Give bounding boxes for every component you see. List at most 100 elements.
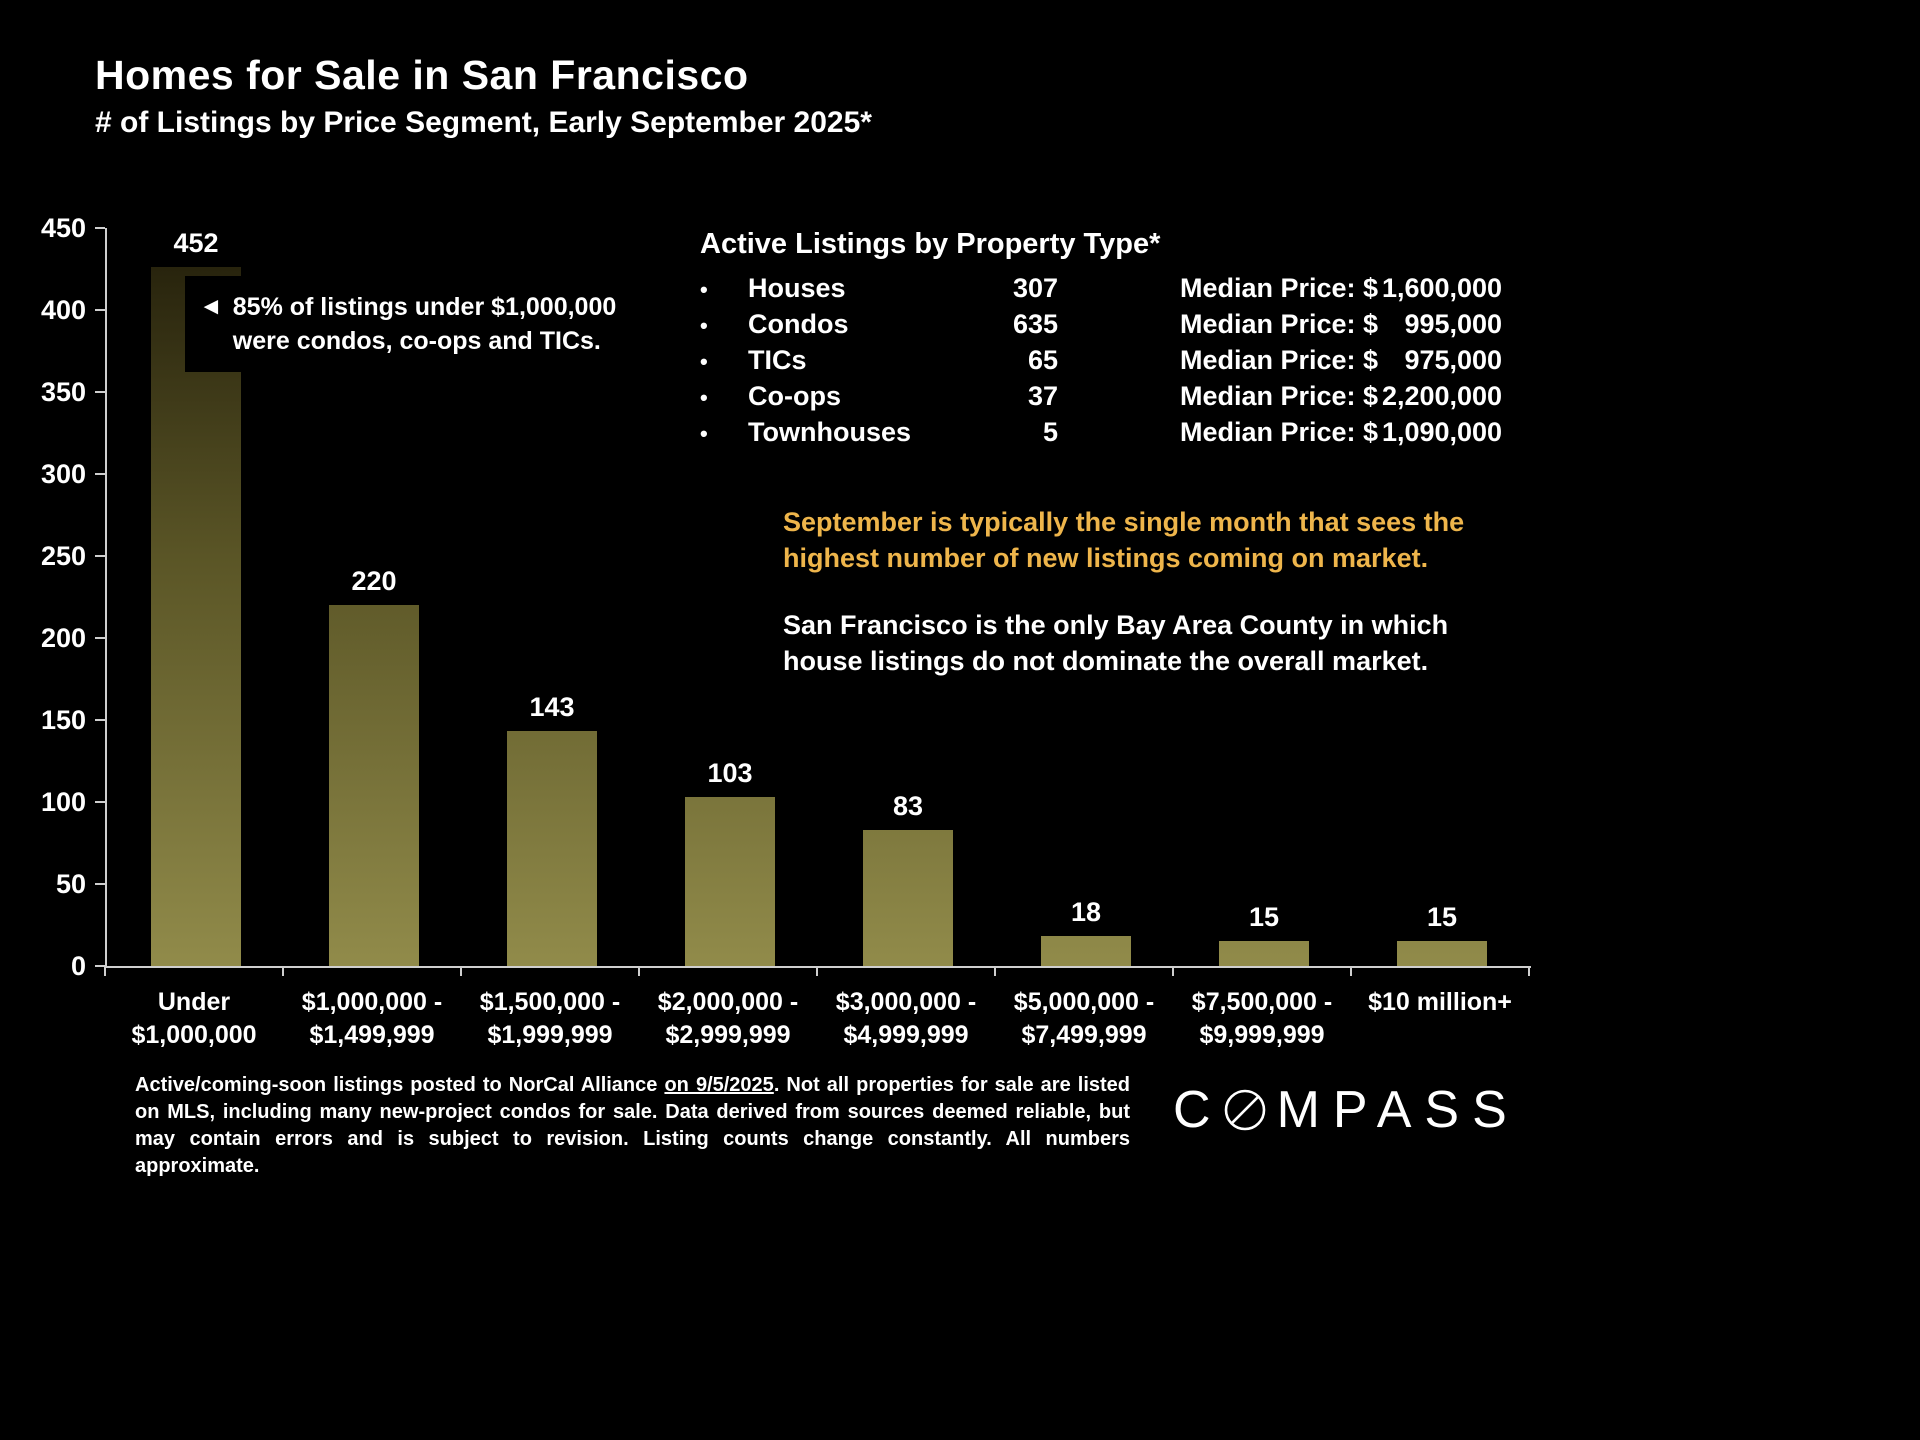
x-axis-label: $1,000,000 - $1,499,999: [301, 988, 443, 1049]
x-axis-tick: [1528, 966, 1530, 976]
logo-letter-c: C: [1173, 1081, 1224, 1139]
footer-disclaimer: Active/coming-soon listings posted to No…: [135, 1072, 1130, 1180]
bar-column: 15: [1175, 228, 1353, 966]
property-name: Townhouses: [748, 417, 912, 447]
y-axis-label: 100: [40, 787, 86, 817]
y-axis-label: 0: [70, 951, 86, 981]
property-row: • TICs 65 Median Price: $975,000: [700, 343, 1503, 379]
y-axis-tick: [95, 883, 105, 885]
annotation-line-1: 85% of listings under $1,000,000: [232, 293, 617, 321]
property-count: 65: [1027, 345, 1058, 375]
bar-value-label: 103: [707, 758, 753, 788]
x-axis-tick: [1350, 966, 1352, 976]
x-axis-tick: [460, 966, 462, 976]
property-name: Condos: [748, 309, 849, 339]
bar-value-label: 452: [173, 228, 219, 258]
bar-value-label: 15: [1248, 902, 1280, 932]
sf-note-line-2: house listings do not dominate the overa…: [783, 645, 1429, 676]
page-title: Homes for Sale in San Francisco: [95, 52, 749, 98]
y-axis-label: 200: [40, 623, 86, 653]
property-count: 307: [1012, 273, 1058, 303]
bullet-icon: •: [700, 313, 708, 338]
x-axis-tick: [816, 966, 818, 976]
x-axis-label: $3,000,000 - $4,999,999: [835, 988, 977, 1049]
property-median-amount: 995,000: [1404, 309, 1503, 339]
property-median-amount: 2,200,000: [1381, 381, 1503, 411]
y-axis-tick: [95, 473, 105, 475]
property-median-amount: 975,000: [1404, 345, 1503, 375]
september-note: September is typically the single month …: [783, 505, 1464, 577]
y-axis-label: 50: [55, 869, 86, 899]
x-axis-tick: [1172, 966, 1174, 976]
bar-column: 18: [997, 228, 1175, 966]
disclaimer-date: on 9/5/2025: [664, 1074, 774, 1096]
property-row: • Co-ops 37 Median Price: $2,200,000: [700, 379, 1503, 415]
september-note-line-2: highest number of new listings coming on…: [783, 542, 1429, 573]
bar: [329, 605, 419, 966]
bar-column: 83: [819, 228, 997, 966]
bar: [1219, 941, 1309, 966]
bar: [1041, 936, 1131, 966]
property-count: 37: [1027, 381, 1058, 411]
logo-letters-mpass: MPASS: [1276, 1081, 1520, 1139]
sf-note-line-1: San Francisco is the only Bay Area Count…: [783, 610, 1449, 640]
bar: [863, 830, 953, 966]
property-type-panel: Active Listings by Property Type* • House…: [700, 228, 1503, 451]
property-rows: • Houses 307 Median Price: $1,600,000 • Condo…: [700, 271, 1503, 451]
property-count: 635: [1012, 309, 1058, 339]
y-axis-label: 450: [40, 213, 86, 243]
property-median-price: Median Price: $1,090,000: [1180, 417, 1503, 447]
bar: [1397, 941, 1487, 966]
x-axis-label: $5,000,000 - $7,499,999: [1013, 988, 1155, 1049]
bar-value-label: 83: [892, 791, 924, 821]
x-axis-label: $2,000,000 - $2,999,999: [657, 988, 799, 1049]
bar-column: 452: [107, 228, 285, 966]
annotation-line-2: were condos, co-ops and TICs.: [232, 327, 601, 355]
property-name: Co-ops: [748, 381, 841, 411]
september-note-line-1: September is typically the single month …: [783, 507, 1465, 537]
y-axis-label: 150: [40, 705, 86, 735]
annotation-callout: ◄ 85% of listings under $1,000,000 were …: [185, 276, 635, 372]
property-median-price: Median Price: $2,200,000: [1180, 381, 1503, 411]
y-axis-label: 300: [40, 459, 86, 489]
bullet-icon: •: [700, 349, 708, 374]
x-axis-label: $7,500,000 - $9,999,999: [1191, 988, 1333, 1049]
bar: [685, 797, 775, 966]
x-axis-label: $10 million+: [1368, 988, 1512, 1016]
property-median-amount: 1,090,000: [1381, 417, 1503, 447]
y-axis-tick: [95, 391, 105, 393]
y-axis-tick: [95, 227, 105, 229]
x-axis-labels: Under $1,000,000 $1,000,000 - $1,499,999 $…: [105, 986, 1529, 1051]
y-axis-label: 250: [40, 541, 86, 571]
property-name: TICs: [748, 345, 807, 375]
property-row: • Houses 307 Median Price: $1,600,000: [700, 271, 1502, 307]
bullet-icon: •: [700, 385, 708, 410]
x-axis-tick: [994, 966, 996, 976]
y-axis-tick: [95, 637, 105, 639]
property-panel-title: Active Listings by Property Type*: [700, 228, 1161, 260]
y-axis-tick: [95, 555, 105, 557]
y-axis-label: 350: [40, 377, 86, 407]
y-axis-tick: [95, 965, 105, 967]
property-median-price: Median Price: $975,000: [1180, 345, 1503, 375]
bullet-icon: •: [700, 421, 708, 446]
y-axis-tick: [95, 719, 105, 721]
arrow-left-icon: ◄: [199, 293, 223, 320]
bar-column: 15: [1353, 228, 1531, 966]
property-median-price: Median Price: $995,000: [1180, 309, 1503, 339]
bar-column: 143: [463, 228, 641, 966]
page-subtitle: # of Listings by Price Segment, Early Se…: [95, 106, 872, 139]
bar-column: 220: [285, 228, 463, 966]
bar: [507, 731, 597, 966]
bar-value-label: 18: [1070, 897, 1102, 927]
disclaimer-text-post: . Not all properties for sale are listed…: [135, 1074, 1130, 1177]
annotation-text: 85% of listings under $1,000,000 were co…: [233, 290, 617, 358]
x-axis-label: Under $1,000,000: [131, 988, 257, 1049]
x-axis-tick: [104, 966, 106, 976]
sf-note: San Francisco is the only Bay Area Count…: [783, 608, 1448, 680]
compass-logo-o-icon: [1224, 1089, 1265, 1131]
y-axis-label: 400: [40, 295, 86, 325]
bar-column: 103: [641, 228, 819, 966]
x-axis-tick: [282, 966, 284, 976]
